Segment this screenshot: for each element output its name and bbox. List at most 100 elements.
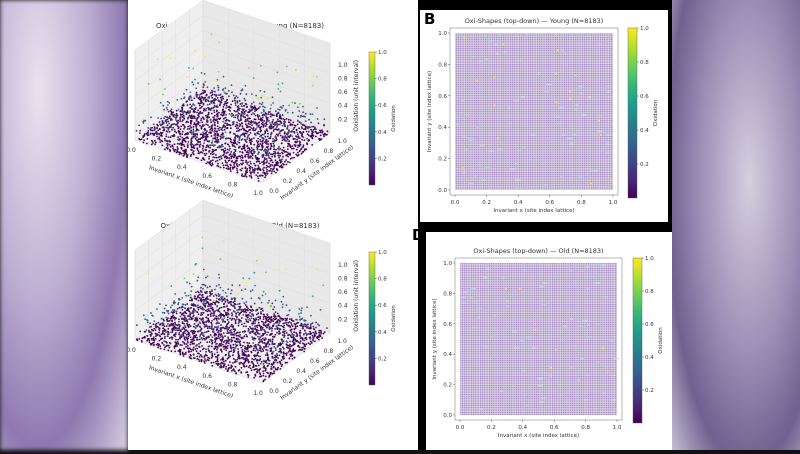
data-point bbox=[194, 117, 197, 120]
data-point bbox=[205, 123, 208, 126]
data-point bbox=[263, 106, 266, 109]
data-point bbox=[160, 117, 162, 120]
data-point bbox=[174, 341, 177, 344]
data-point bbox=[243, 311, 245, 313]
data-point bbox=[211, 142, 213, 144]
data-point bbox=[277, 154, 280, 157]
data-point bbox=[148, 339, 151, 342]
data-point bbox=[207, 124, 209, 126]
data-point bbox=[231, 339, 234, 342]
data-point bbox=[178, 318, 180, 321]
data-point bbox=[175, 317, 177, 320]
mid-oxidation-points bbox=[478, 61, 484, 63]
panel-letter-b: B bbox=[424, 10, 436, 28]
data-point bbox=[285, 65, 288, 68]
data-point bbox=[318, 329, 321, 332]
data-point bbox=[239, 331, 241, 333]
data-point bbox=[252, 129, 254, 132]
data-point bbox=[195, 156, 198, 159]
z-axis-label: Oxidation (unit interval) bbox=[353, 60, 360, 132]
data-point bbox=[177, 303, 179, 306]
data-point bbox=[236, 96, 239, 99]
data-point bbox=[240, 114, 243, 117]
data-point bbox=[221, 350, 223, 353]
data-point bbox=[226, 327, 228, 330]
mid-oxidation-points bbox=[461, 297, 467, 299]
data-point bbox=[152, 315, 154, 317]
data-point bbox=[309, 325, 312, 327]
data-point bbox=[202, 99, 205, 101]
mid-oxidation-points bbox=[545, 265, 548, 267]
data-point bbox=[223, 155, 226, 158]
data-point bbox=[202, 311, 204, 314]
data-point bbox=[245, 318, 247, 321]
data-point bbox=[240, 346, 243, 349]
data-point bbox=[302, 342, 304, 345]
data-point bbox=[194, 49, 197, 52]
data-point bbox=[198, 317, 201, 320]
data-point bbox=[237, 352, 240, 355]
data-point bbox=[277, 343, 280, 346]
data-point bbox=[190, 105, 193, 107]
data-point bbox=[222, 154, 224, 157]
data-point bbox=[201, 148, 204, 150]
y-tick-label: 0.2 bbox=[438, 157, 447, 163]
colorbar-label: Oxidation bbox=[653, 99, 659, 126]
data-point bbox=[219, 93, 222, 96]
data-point bbox=[245, 161, 247, 164]
data-point bbox=[291, 325, 294, 328]
data-point bbox=[201, 283, 204, 286]
data-point bbox=[234, 343, 237, 345]
z-tick-label: 0.6 bbox=[338, 289, 348, 296]
mid-oxidation-points bbox=[581, 114, 587, 116]
data-point bbox=[241, 102, 244, 104]
data-point bbox=[179, 337, 181, 340]
data-point bbox=[256, 348, 258, 351]
data-point bbox=[201, 112, 204, 114]
mid-oxidation-points bbox=[559, 340, 566, 342]
data-point bbox=[255, 146, 258, 149]
data-point bbox=[185, 333, 188, 336]
data-point bbox=[184, 304, 187, 306]
data-point bbox=[192, 338, 194, 341]
data-point bbox=[271, 343, 274, 346]
data-point bbox=[187, 117, 189, 120]
mid-oxidation-points bbox=[497, 148, 504, 150]
data-point bbox=[192, 103, 195, 106]
data-point bbox=[249, 151, 252, 154]
data-point bbox=[255, 355, 257, 358]
data-point bbox=[282, 334, 284, 336]
data-point bbox=[221, 314, 223, 316]
data-point bbox=[199, 151, 202, 154]
data-point bbox=[309, 343, 311, 346]
data-point bbox=[196, 319, 199, 322]
data-point bbox=[286, 324, 288, 326]
data-point bbox=[259, 325, 261, 327]
data-point bbox=[265, 129, 268, 132]
data-point bbox=[262, 309, 264, 312]
data-point bbox=[279, 113, 282, 116]
data-point bbox=[262, 322, 265, 325]
data-point bbox=[212, 310, 215, 313]
data-point bbox=[235, 318, 238, 320]
data-point bbox=[287, 351, 290, 353]
data-point bbox=[257, 329, 260, 332]
data-point bbox=[199, 102, 202, 105]
data-point bbox=[224, 131, 227, 134]
data-point bbox=[206, 354, 208, 357]
data-point bbox=[289, 329, 292, 331]
data-point bbox=[181, 130, 184, 133]
mid-oxidation-points bbox=[591, 170, 598, 172]
high-oxidation-point bbox=[461, 167, 464, 170]
data-point bbox=[288, 121, 291, 124]
data-point bbox=[273, 140, 276, 143]
data-point bbox=[291, 333, 294, 335]
data-point bbox=[146, 321, 149, 324]
data-point bbox=[209, 92, 212, 94]
data-point bbox=[220, 344, 222, 347]
mid-oxidation-points bbox=[590, 276, 595, 278]
data-point bbox=[224, 359, 227, 362]
data-point bbox=[229, 106, 232, 109]
data-point bbox=[260, 301, 263, 304]
data-point bbox=[268, 317, 271, 320]
